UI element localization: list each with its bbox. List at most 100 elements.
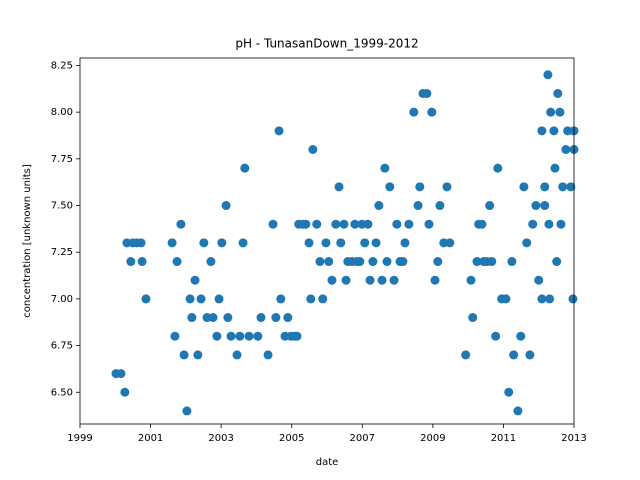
point <box>398 257 408 267</box>
plot-frame <box>79 57 575 425</box>
point <box>221 201 231 211</box>
point <box>238 238 248 248</box>
point <box>126 257 136 267</box>
point <box>445 238 455 248</box>
point <box>244 331 254 341</box>
point <box>549 126 559 136</box>
point <box>374 201 384 211</box>
point <box>556 219 566 229</box>
point <box>324 257 334 267</box>
point <box>545 294 555 304</box>
point <box>522 238 532 248</box>
point <box>167 238 177 248</box>
x-tick-label: 1999 <box>67 433 92 444</box>
point <box>568 294 578 304</box>
point <box>424 219 434 229</box>
point <box>413 201 423 211</box>
point <box>312 219 322 229</box>
point <box>212 331 222 341</box>
point <box>368 257 378 267</box>
point <box>283 313 293 323</box>
y-tick-label: 7.00 <box>51 294 73 305</box>
point <box>196 294 206 304</box>
point <box>187 313 197 323</box>
point <box>528 219 538 229</box>
x-tick-label: 2009 <box>420 433 445 444</box>
point <box>136 238 146 248</box>
point <box>422 88 432 98</box>
point <box>339 219 349 229</box>
y-tick-label: 6.50 <box>51 387 73 398</box>
y-tick-label: 7.50 <box>51 201 73 212</box>
point <box>550 163 560 173</box>
point <box>555 107 565 117</box>
point <box>193 350 203 360</box>
point <box>400 238 410 248</box>
point <box>430 275 440 285</box>
point <box>318 294 328 304</box>
point <box>487 257 497 267</box>
point <box>513 406 523 416</box>
point <box>355 257 365 267</box>
point <box>380 163 390 173</box>
point <box>327 275 337 285</box>
point <box>268 219 278 229</box>
point <box>350 219 360 229</box>
y-tick-label: 7.25 <box>51 247 73 258</box>
point <box>336 238 346 248</box>
point <box>385 182 395 192</box>
y-tick-label: 6.75 <box>51 341 73 352</box>
point <box>537 294 547 304</box>
point <box>382 257 392 267</box>
x-tick-label: 2005 <box>279 433 304 444</box>
point <box>468 313 478 323</box>
point <box>566 182 576 192</box>
point <box>466 275 476 285</box>
point <box>537 126 547 136</box>
x-axis-label: date <box>316 457 339 468</box>
point <box>509 350 519 360</box>
point <box>442 182 452 192</box>
point <box>477 219 487 229</box>
point <box>485 201 495 211</box>
point <box>377 275 387 285</box>
y-tick-label: 8.25 <box>51 60 73 71</box>
point <box>501 294 511 304</box>
point <box>540 201 550 211</box>
point <box>519 182 529 192</box>
point <box>433 257 443 267</box>
point <box>534 275 544 285</box>
point <box>563 126 573 136</box>
point <box>461 350 471 360</box>
point <box>276 294 286 304</box>
point <box>226 331 236 341</box>
point <box>137 257 147 267</box>
point <box>546 107 556 117</box>
point <box>331 219 341 229</box>
point <box>365 275 375 285</box>
point <box>427 107 437 117</box>
point <box>253 331 263 341</box>
point <box>472 257 482 267</box>
point <box>240 163 250 173</box>
point <box>415 182 425 192</box>
point <box>172 257 182 267</box>
point <box>531 201 541 211</box>
point <box>315 257 325 267</box>
point <box>199 238 209 248</box>
point <box>553 88 563 98</box>
point <box>235 331 245 341</box>
point <box>217 238 227 248</box>
point <box>525 350 535 360</box>
point <box>540 182 550 192</box>
point <box>206 257 216 267</box>
point <box>516 331 526 341</box>
point <box>543 70 553 80</box>
x-tick-label: 2011 <box>491 433 516 444</box>
point <box>507 257 517 267</box>
point <box>360 238 370 248</box>
point <box>214 294 224 304</box>
